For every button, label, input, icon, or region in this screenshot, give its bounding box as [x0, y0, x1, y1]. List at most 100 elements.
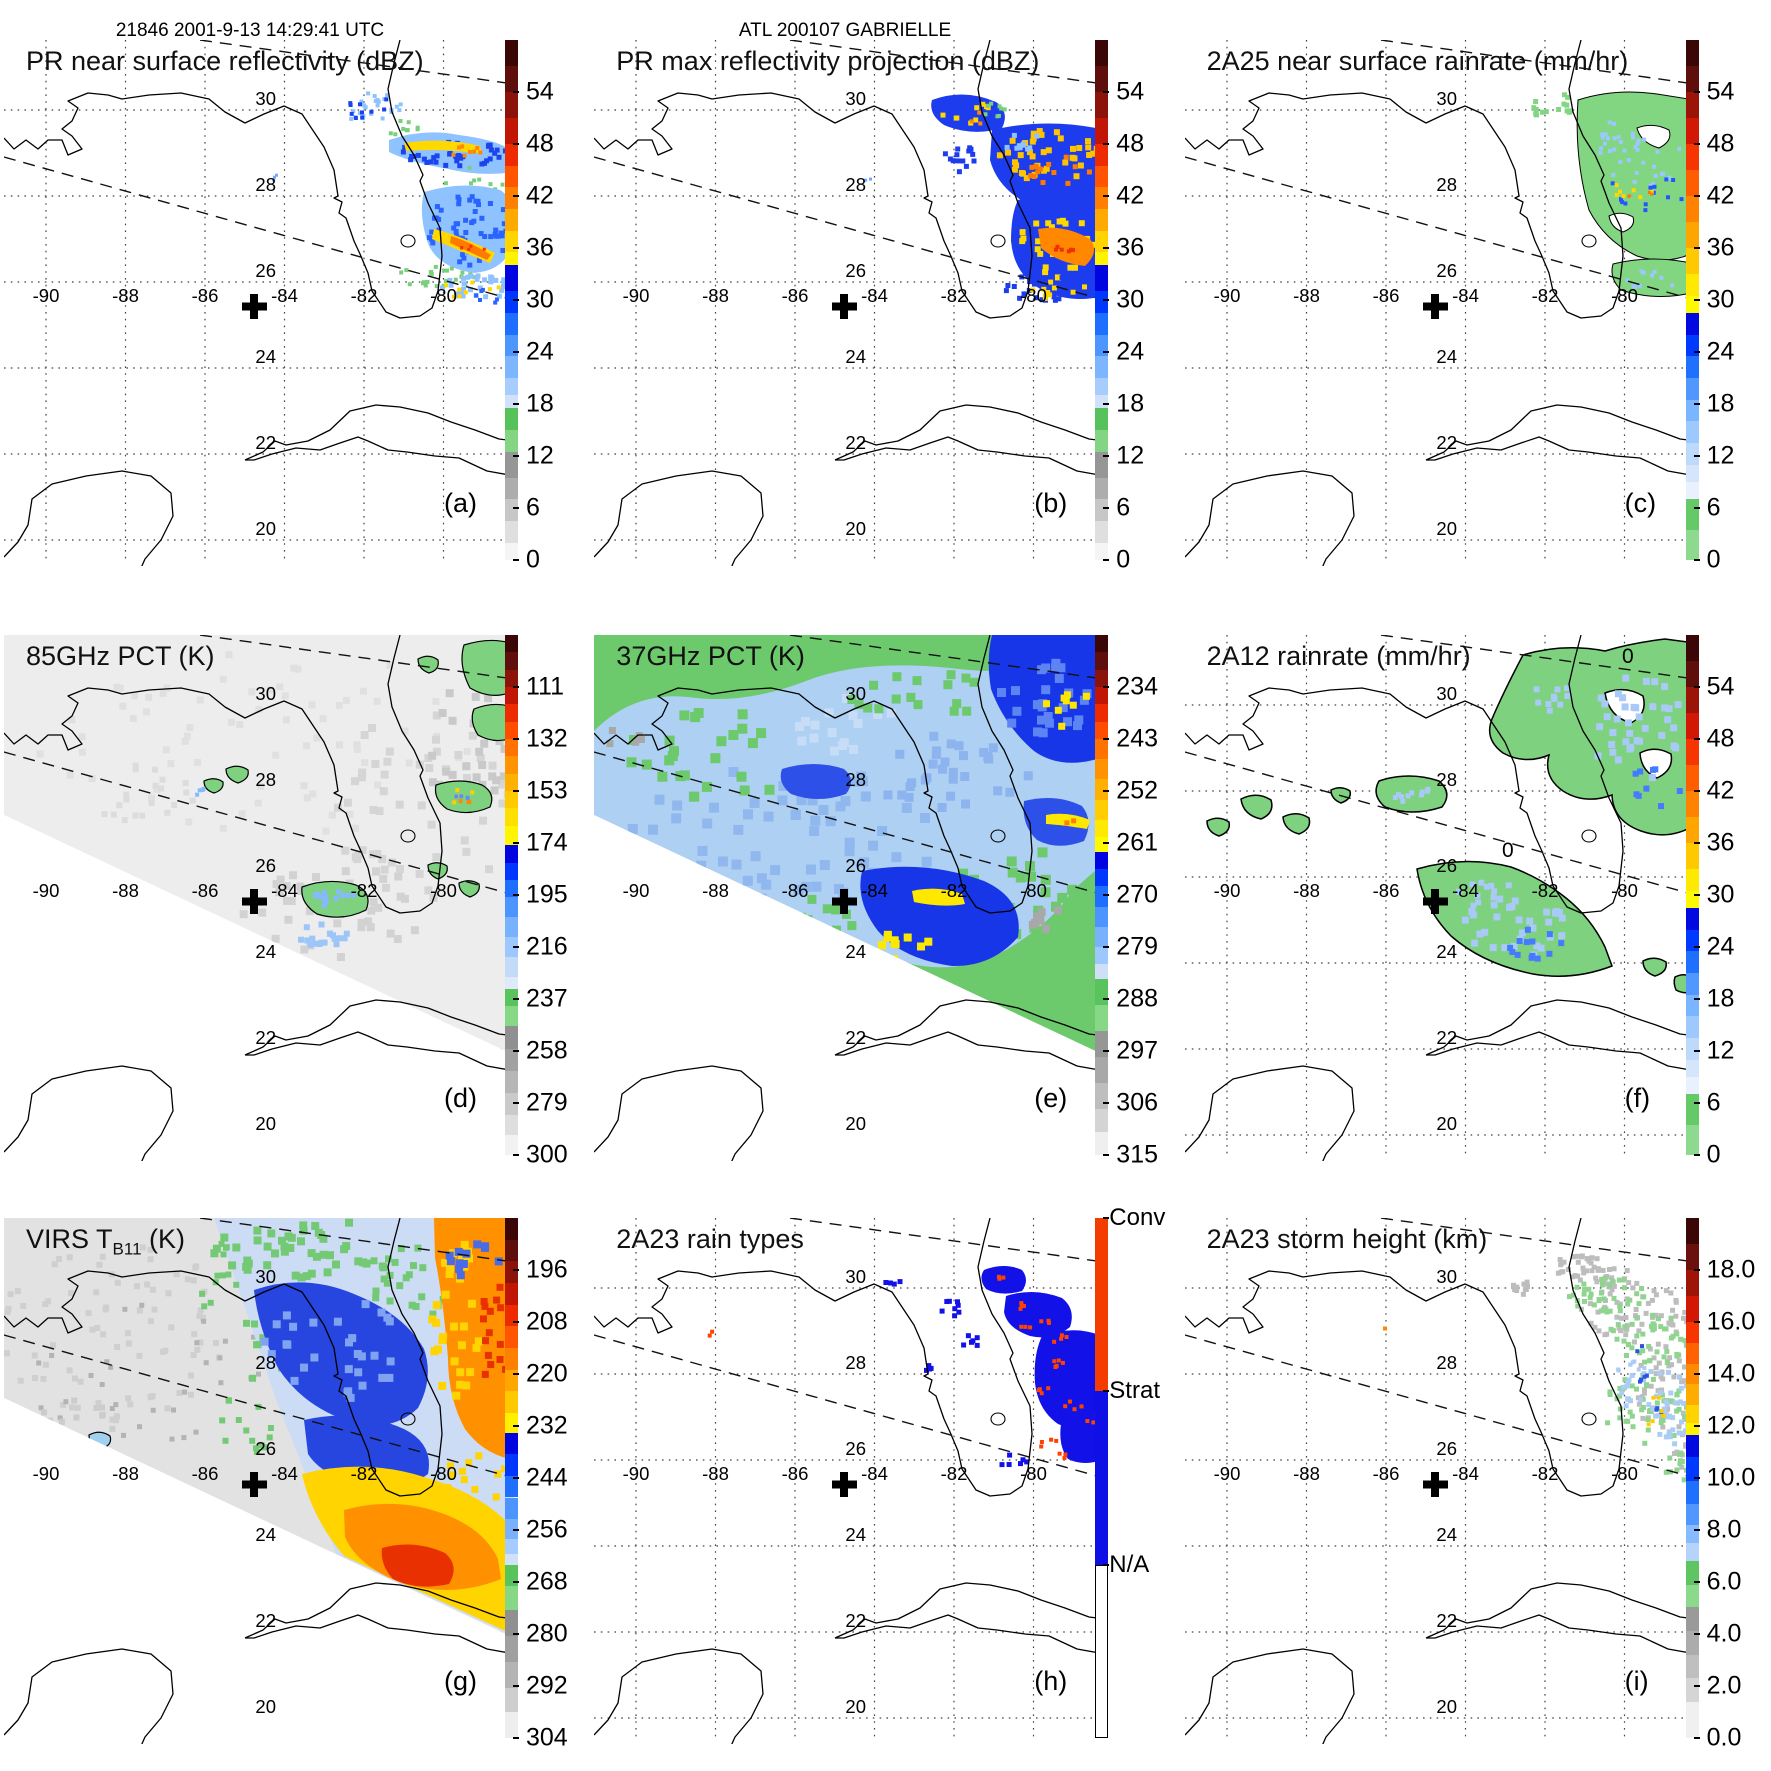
colorbar-segment: [1095, 739, 1109, 760]
svg-text:24: 24: [255, 346, 276, 367]
colorbar-tick: [513, 1425, 519, 1427]
colorbar-tick: [1103, 842, 1110, 844]
colorbar-tick: [1693, 1373, 1700, 1375]
colorbar-segment: [505, 1283, 518, 1305]
colorbar-tick-label: 30: [526, 285, 554, 314]
colorbar-segment: [1095, 669, 1109, 687]
colorbar: [505, 635, 518, 1155]
colorbar-tick: [1693, 1581, 1700, 1583]
colorbar-tick-label: 304: [526, 1723, 568, 1752]
colorbar-segment: [1685, 765, 1699, 791]
colorbar-segment: [1685, 1701, 1699, 1738]
colorbar-tick-label: 10.0: [1706, 1463, 1756, 1492]
colorbar-tick: [1103, 1217, 1110, 1219]
colorbar-segment: [1095, 1391, 1109, 1565]
graticule: [594, 1218, 1105, 1738]
axis-labels: -90 -88 -86 -84 -82 -80 30 28 26 24 22 20: [33, 1266, 457, 1717]
colorbar-tick-label: 24: [1706, 932, 1735, 961]
colorbar-segment: [505, 1369, 518, 1392]
colorbar-tick: [1103, 1563, 1110, 1566]
colorbar-tick: [513, 1102, 519, 1104]
svg-text:-86: -86: [192, 285, 219, 306]
colorbar-segment: [505, 1586, 518, 1611]
colorbar-segment: [1685, 1584, 1699, 1607]
svg-text:-88: -88: [702, 1463, 729, 1484]
svg-text:-88: -88: [112, 880, 139, 901]
svg-text:30: 30: [846, 88, 867, 109]
colorbar-tick: [1693, 1269, 1700, 1271]
colorbar-segment: [505, 687, 518, 705]
map-b: -90 -88 -86 -84 -82 -80 30 28 26 24 22 20: [594, 40, 1106, 566]
svg-text:28: 28: [255, 1352, 276, 1373]
colorbar: [505, 40, 518, 560]
colorbar-tick-label: 0.0: [1706, 1723, 1742, 1752]
colorbar-tick-label: 232: [526, 1411, 568, 1440]
swath-edge-lines: [594, 635, 1105, 896]
colorbar-tick: [1693, 247, 1700, 249]
svg-text:-82: -82: [351, 880, 378, 901]
colorbar-segment: [1685, 1543, 1699, 1562]
svg-text:-86: -86: [1372, 880, 1399, 901]
colorbar-segment: [1095, 652, 1109, 670]
colorbar-segment: [1095, 1108, 1109, 1132]
colorbar-tick-label: 48: [1706, 129, 1735, 158]
colorbar-segment: [1685, 1059, 1699, 1077]
panel-title: PR max reflectivity projection (dBZ): [616, 46, 1040, 76]
colorbar-segment: [1095, 66, 1109, 92]
colorbar-segment: [505, 92, 518, 118]
colorbar-tick: [1693, 894, 1700, 896]
panel-letter: (d): [444, 1083, 477, 1113]
colorbar-segment: [505, 66, 518, 92]
colorbar-segment: [1685, 464, 1699, 482]
colorbar-segment: [1095, 1004, 1109, 1031]
colorbar-tick: [513, 299, 519, 301]
colorbar-tick-label: 279: [526, 1088, 568, 1117]
colorbar-segment: [505, 499, 518, 521]
panel-title: 37GHz PCT (K): [616, 641, 805, 671]
svg-text:24: 24: [1436, 941, 1457, 962]
colorbar-segment: [1095, 687, 1109, 705]
svg-text:22: 22: [846, 432, 867, 453]
svg-text:22: 22: [1436, 1610, 1457, 1631]
colorbar-segment: [1095, 1131, 1109, 1155]
svg-text:28: 28: [255, 174, 276, 195]
colorbar-tick: [1103, 1154, 1110, 1156]
axis-labels: -90 -88 -86 -84 -82 -80 30 28 26 24 22 20: [1213, 1266, 1637, 1717]
colorbar-segment: [505, 1413, 518, 1433]
colorbar-tick: [513, 195, 519, 197]
colorbar-tick-label: 42: [1706, 181, 1735, 210]
colorbar-segment: [1685, 421, 1699, 443]
colorbar-segment: [505, 1348, 518, 1370]
data-field: 00: [1205, 638, 1696, 994]
colorbar-segment: [1095, 165, 1109, 188]
svg-text:-88: -88: [702, 285, 729, 306]
colorbar-tick-label: 0: [526, 545, 540, 574]
storm-center-marker: [242, 1472, 267, 1497]
graticule: [1184, 1218, 1695, 1738]
colorbar-tick-label: 18: [1116, 389, 1145, 418]
storm-center-marker: [1422, 889, 1448, 914]
panel-a: -90 -88 -86 -84 -82 -80 30 28 26 24 22 20 PR near su…: [0, 40, 590, 596]
colorbar-segment: [505, 187, 518, 209]
colorbar-segment: [1095, 978, 1109, 1005]
svg-text:-84: -84: [861, 880, 888, 901]
svg-text:24: 24: [1436, 1524, 1457, 1545]
svg-text:-80: -80: [1020, 1463, 1047, 1484]
colorbar-tick-label: 270: [1116, 880, 1159, 909]
colorbar-segment: [1095, 759, 1109, 780]
svg-text:-82: -82: [1531, 880, 1558, 901]
svg-text:-80: -80: [430, 285, 457, 306]
colorbar-segment: [1685, 951, 1699, 973]
colorbar-tick: [1103, 195, 1110, 197]
colorbar-segment: [1685, 1435, 1699, 1458]
colorbar-segment: [1095, 869, 1109, 887]
colorbar-segment: [1685, 1504, 1699, 1525]
colorbar-segment: [1095, 477, 1109, 500]
colorbar-segment: [505, 880, 518, 898]
colorbar-tick-label: 48: [526, 129, 554, 158]
svg-text:-82: -82: [941, 285, 968, 306]
axis-labels: -90 -88 -86 -84 -82 -80 30 28 26 24 22 20: [1213, 683, 1637, 1134]
colorbar: [1095, 1218, 1109, 1738]
svg-text:-80: -80: [1020, 285, 1047, 306]
colorbar-tick: [1103, 507, 1110, 509]
